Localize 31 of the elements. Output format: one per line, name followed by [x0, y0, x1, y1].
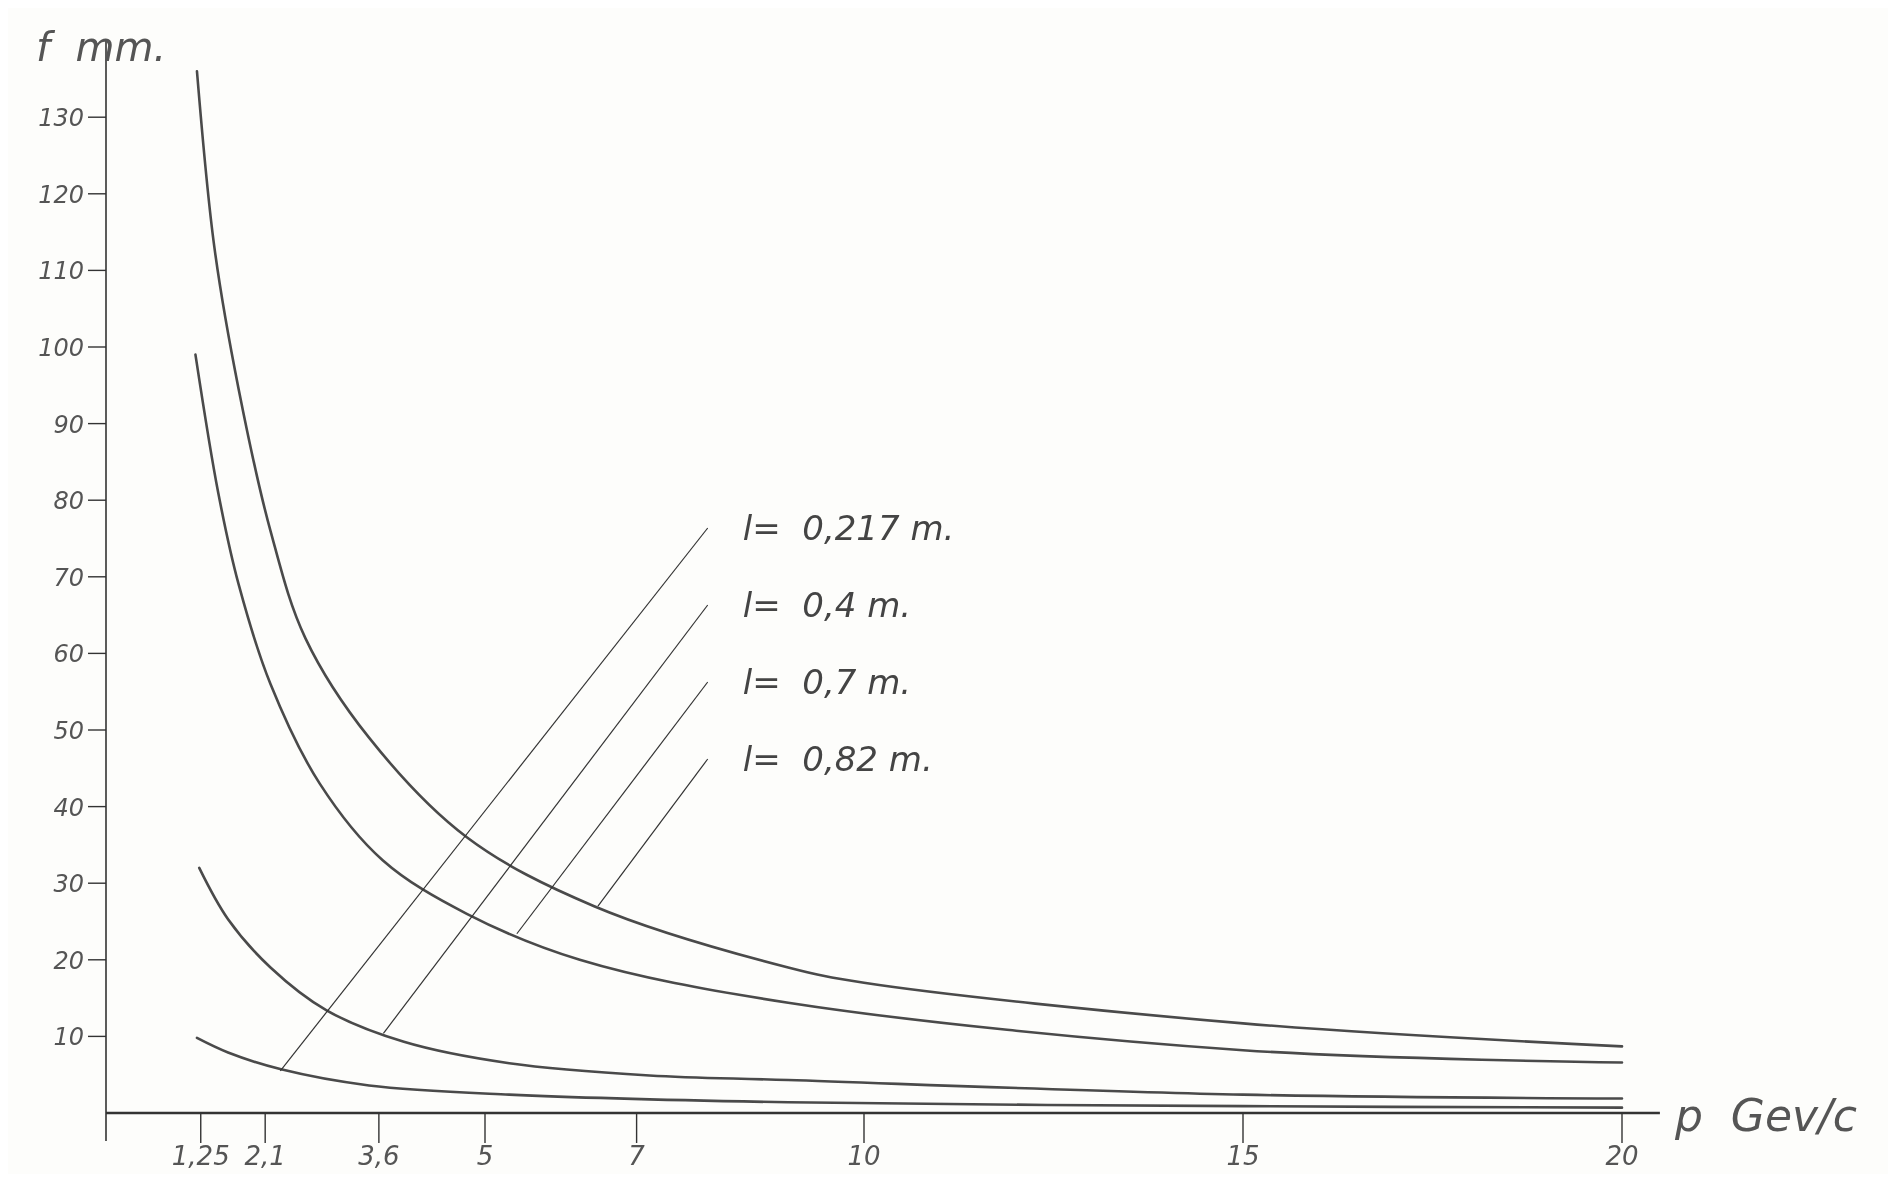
y-tick-label: 120	[38, 180, 84, 209]
y-tick-label: 70	[53, 563, 84, 592]
line-series	[195, 1036, 1624, 1109]
y-tick-label: 40	[53, 793, 84, 822]
x-tick-label: 20	[1605, 1141, 1639, 1171]
y-tick-label: 130	[38, 104, 84, 133]
y-axis-title: f mm.	[36, 23, 167, 70]
line-series	[194, 353, 1624, 1064]
x-tick-label: 5	[476, 1141, 494, 1171]
y-tick-label: 80	[53, 487, 84, 516]
y-tick-label: 110	[38, 257, 84, 286]
x-tick-label: 10	[847, 1141, 881, 1171]
x-tick-label: 3,6	[358, 1141, 400, 1171]
x-tick-label: 7	[628, 1141, 646, 1171]
line-series	[195, 69, 1624, 1048]
y-tick-label: 60	[53, 640, 84, 669]
annotation: l= 0,4 m.	[742, 585, 912, 625]
y-tick-label: 90	[53, 410, 84, 439]
line-series	[197, 866, 1624, 1100]
x-tick-label: 2,1	[244, 1141, 286, 1171]
y-tick-label: 30	[53, 870, 84, 899]
x-tick-label: 15	[1226, 1141, 1260, 1171]
annotation: l= 0,7 m.	[742, 662, 912, 702]
y-tick-label: 20	[53, 946, 84, 975]
y-tick-label: 50	[53, 717, 84, 745]
annotation: l= 0,217 m.	[742, 508, 955, 548]
x-tick-label: 1,25	[171, 1141, 230, 1171]
y-tick-label: 100	[38, 334, 84, 362]
annotation: l= 0,82 m.	[742, 739, 933, 779]
y-tick-label: 10	[53, 1023, 84, 1052]
x-axis-title: p Gev/c	[1673, 1090, 1858, 1141]
